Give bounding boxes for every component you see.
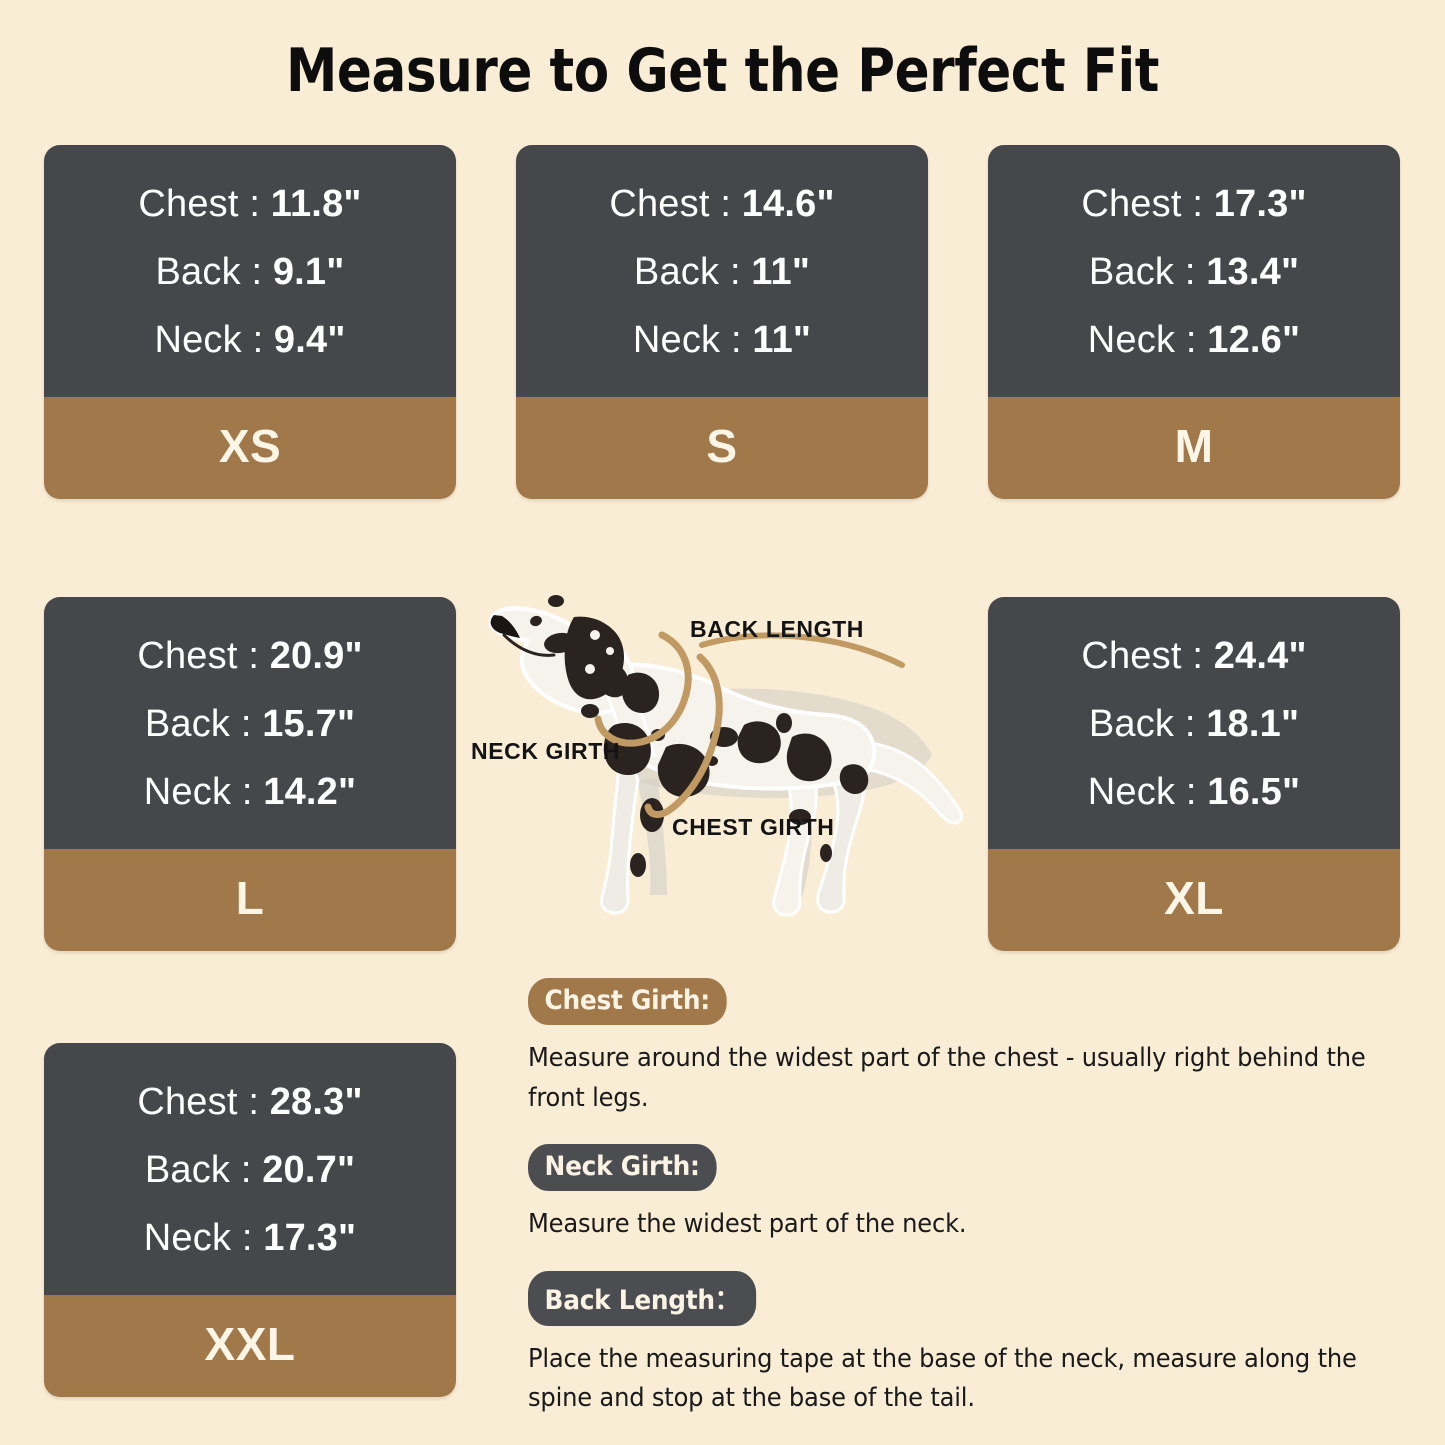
measure-value: 11" [751, 250, 811, 293]
measure-row: Neck : 14.2" [44, 759, 456, 827]
measure-label: Back : [144, 1148, 252, 1191]
measure-label: Back : [1088, 702, 1196, 745]
instruction-chest-girth: Chest Girth: Measure around the widest p… [528, 978, 1408, 1118]
measure-value: 12.6" [1207, 318, 1301, 361]
measure-row: Chest : 20.9" [44, 623, 456, 691]
measure-row: Back : 13.4" [988, 239, 1400, 307]
measure-label: Neck : [143, 1216, 253, 1259]
dog-tail [860, 741, 964, 825]
measure-row: Chest : 28.3" [44, 1069, 456, 1137]
measure-label: Chest : [1081, 635, 1204, 677]
measure-label: Chest : [1081, 183, 1204, 225]
measure-value: 17.3" [263, 1216, 357, 1259]
measure-row: Back : 9.1" [44, 239, 456, 307]
size-card-body: Chest : 28.3" Back : 20.7" Neck : 17.3" [44, 1043, 456, 1295]
measure-label: Chest : [609, 183, 732, 225]
measure-row: Neck : 12.6" [988, 307, 1400, 375]
size-card-label: XL [988, 848, 1400, 951]
measure-row: Chest : 17.3" [988, 171, 1400, 239]
dog-spots [581, 663, 869, 877]
measure-label: Back : [144, 702, 252, 745]
measure-row: Chest : 11.8" [44, 171, 456, 239]
measure-label: Neck : [154, 318, 264, 361]
measure-row: Back : 18.1" [988, 691, 1400, 759]
measure-row: Neck : 17.3" [44, 1205, 456, 1273]
size-card-body: Chest : 11.8" Back : 9.1" Neck : 9.4" [44, 145, 456, 397]
size-card-label: M [988, 396, 1400, 499]
measuring-instructions: Chest Girth: Measure around the widest p… [528, 978, 1408, 1419]
measure-row: Back : 15.7" [44, 691, 456, 759]
page-title: Measure to Get the Perfect Fit [285, 36, 1160, 106]
size-card-xs: Chest : 11.8" Back : 9.1" Neck : 9.4" XS [44, 145, 456, 499]
dog-head-neck [488, 595, 657, 758]
size-card-body: Chest : 20.9" Back : 15.7" Neck : 14.2" [44, 597, 456, 849]
size-card-xxl: Chest : 28.3" Back : 20.7" Neck : 17.3" … [44, 1043, 456, 1397]
measure-value: 9.4" [273, 318, 346, 361]
measure-value: 9.1" [272, 250, 345, 293]
measure-row: Neck : 16.5" [988, 759, 1400, 827]
measure-label: Neck : [143, 770, 253, 813]
measure-label: Back : [633, 250, 741, 293]
measure-value: 20.9" [269, 635, 363, 677]
measure-label: Back : [155, 250, 263, 293]
dog-front-legs-back [600, 735, 640, 915]
measure-value: 16.5" [1207, 770, 1301, 813]
size-card-body: Chest : 24.4" Back : 18.1" Neck : 16.5" [988, 597, 1400, 849]
measure-value: 14.6" [741, 183, 835, 225]
measure-value: 17.3" [1213, 183, 1307, 225]
measure-label: Neck : [1087, 318, 1197, 361]
neck-girth-tape [594, 631, 692, 747]
measure-label: Neck : [1087, 770, 1197, 813]
dog-measurement-diagram [462, 565, 992, 945]
chest-girth-tape [644, 653, 723, 818]
instruction-back-length: Back Length： Place the measuring tape at… [528, 1270, 1408, 1419]
measure-value: 28.3" [269, 1081, 363, 1123]
measure-value: 13.4" [1206, 250, 1300, 293]
measure-label: Chest : [137, 1081, 260, 1123]
measure-row: Neck : 11" [516, 307, 928, 375]
size-card-l: Chest : 20.9" Back : 15.7" Neck : 14.2" … [44, 597, 456, 951]
instruction-text-chest-girth: Measure around the widest part of the ch… [528, 1043, 1366, 1113]
size-card-body: Chest : 14.6" Back : 11" Neck : 11" [516, 145, 928, 397]
measure-row: Chest : 14.6" [516, 171, 928, 239]
measure-row: Chest : 24.4" [988, 623, 1400, 691]
measure-row: Back : 11" [516, 239, 928, 307]
size-card-xl: Chest : 24.4" Back : 18.1" Neck : 16.5" … [988, 597, 1400, 951]
instruction-badge-neck-girth: Neck Girth: [528, 1144, 717, 1192]
diagram-label-neck-girth: NECK GIRTH [471, 738, 621, 764]
measure-label: Chest : [137, 635, 260, 677]
instruction-badge-chest-girth: Chest Girth: [528, 978, 727, 1025]
instruction-text-neck-girth: Measure the widest part of the neck. [528, 1209, 967, 1240]
instruction-badge-back-length: Back Length： [528, 1270, 756, 1326]
measure-label: Chest : [138, 183, 261, 225]
measure-value: 24.4" [1213, 635, 1307, 677]
measure-label: Neck : [632, 318, 742, 361]
measure-value: 11" [752, 318, 812, 361]
measure-value: 18.1" [1206, 702, 1300, 745]
back-length-tape [699, 632, 905, 668]
measure-row: Neck : 9.4" [44, 307, 456, 375]
measure-label: Back : [1088, 250, 1196, 293]
diagram-label-back-length: BACK LENGTH [690, 616, 864, 642]
instruction-text-back-length: Place the measuring tape at the base of … [528, 1343, 1357, 1414]
instruction-neck-girth: Neck Girth: Measure the widest part of t… [528, 1144, 1408, 1245]
diagram-label-chest-girth: CHEST GIRTH [672, 814, 835, 840]
size-card-label: XXL [44, 1294, 456, 1397]
size-card-label: S [516, 396, 928, 499]
measure-value: 11.8" [270, 183, 362, 225]
measurement-tape-lines [594, 631, 905, 818]
measure-value: 14.2" [263, 770, 357, 813]
measure-value: 15.7" [262, 702, 356, 745]
size-card-label: XS [44, 396, 456, 499]
size-card-label: L [44, 848, 456, 951]
measure-row: Back : 20.7" [44, 1137, 456, 1205]
size-card-body: Chest : 17.3" Back : 13.4" Neck : 12.6" [988, 145, 1400, 397]
size-card-m: Chest : 17.3" Back : 13.4" Neck : 12.6" … [988, 145, 1400, 499]
measure-value: 20.7" [262, 1148, 356, 1191]
size-card-s: Chest : 14.6" Back : 11" Neck : 11" S [516, 145, 928, 499]
